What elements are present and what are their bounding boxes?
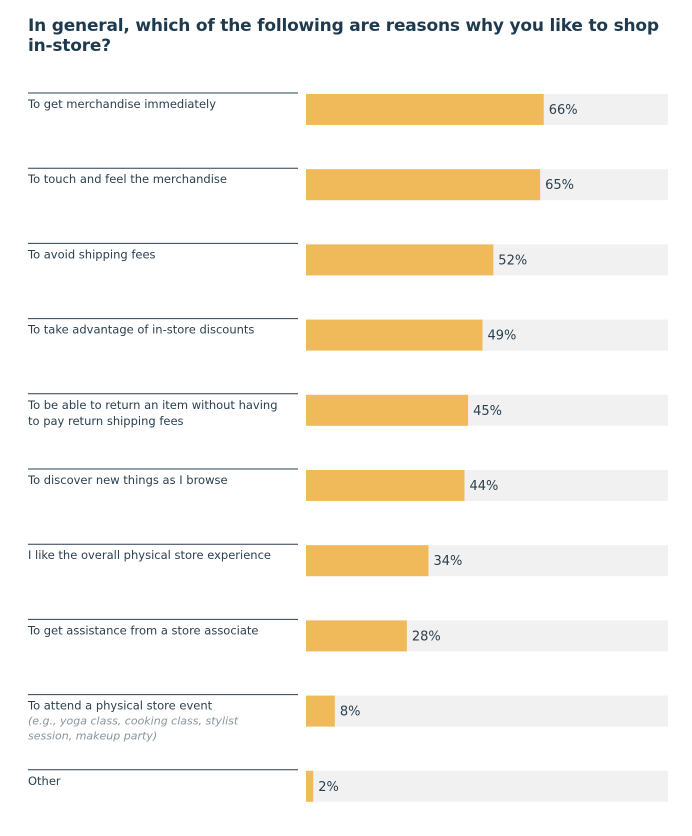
value-label: 49%	[487, 329, 516, 344]
value-label: 2%	[318, 780, 339, 795]
bar-track	[306, 770, 668, 802]
value-label: 45%	[473, 404, 502, 419]
value-label: 52%	[498, 253, 527, 268]
category-label: To be able to return an item without hav…	[27, 398, 278, 412]
value-label: 28%	[412, 629, 441, 644]
category-label: To take advantage of in-store discounts	[27, 323, 254, 337]
category-label: to pay return shipping fees	[28, 414, 184, 428]
category-label: To get assistance from a store associate	[27, 623, 259, 637]
bar	[306, 94, 544, 125]
category-label: To discover new things as I browse	[27, 473, 228, 487]
bar	[306, 169, 541, 201]
category-note: session, makeup party)	[28, 730, 157, 743]
bar-track	[306, 695, 668, 727]
bar	[306, 545, 429, 577]
category-label: To attend a physical store event	[27, 699, 213, 713]
bar	[306, 695, 335, 727]
value-label: 66%	[549, 103, 578, 118]
bar	[306, 620, 407, 652]
value-label: 44%	[469, 479, 498, 494]
bar	[306, 319, 483, 351]
value-label: 65%	[545, 178, 574, 193]
bar	[306, 770, 314, 802]
value-label: 34%	[433, 554, 462, 569]
value-label: 8%	[340, 705, 361, 720]
chart-title: In general, which of the following are r…	[28, 16, 659, 56]
bar	[306, 470, 465, 501]
bar	[306, 394, 469, 426]
category-label: To avoid shipping fees	[27, 247, 156, 261]
category-label: To get merchandise immediately	[27, 97, 216, 111]
category-label: Other	[28, 774, 61, 788]
category-note: (e.g., yoga class, cooking class, stylis…	[28, 715, 239, 728]
category-label: To touch and feel the merchandise	[27, 172, 227, 186]
category-label: I like the overall physical store experi…	[28, 548, 271, 562]
bar	[306, 244, 494, 276]
